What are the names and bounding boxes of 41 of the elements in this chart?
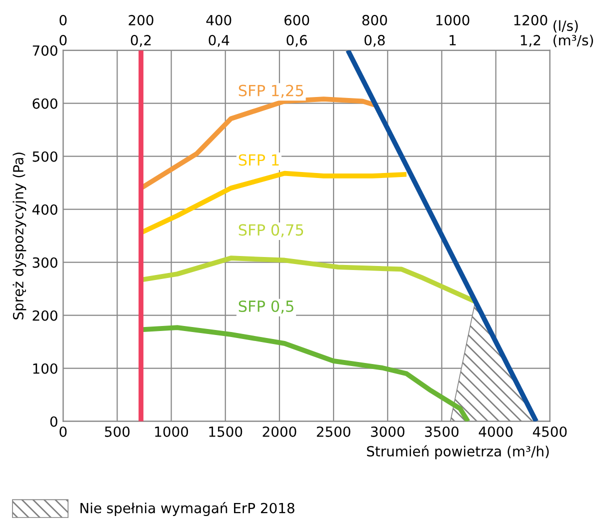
series-label: SFP 0,75 (238, 224, 304, 238)
x2-tick-label: 600 (284, 14, 310, 26)
y-tick-label: 300 (32, 257, 58, 268)
x-tick-label: 3500 (425, 426, 458, 437)
x2-tick-label: 400 (206, 14, 232, 26)
text: 0,8 (364, 34, 385, 47)
x2-tick-label: 1200 (514, 14, 548, 26)
y-tick-label: 700 (32, 45, 58, 56)
series-label: SFP 1,25 (238, 84, 304, 98)
text: 1 (450, 35, 456, 46)
y-tick-label: 100 (33, 363, 58, 374)
x-tick-label: 4000 (478, 426, 513, 437)
text: 0,4 (208, 34, 230, 47)
y-tick-label: 500 (32, 151, 58, 162)
x-tick-label: 3000 (371, 426, 404, 437)
x2-axis-title: (l/s) (554, 20, 578, 33)
y-tick-label: 400 (32, 204, 58, 215)
x-tick-label: 2500 (316, 426, 350, 437)
x2-tick-label: 200 (128, 14, 154, 26)
x2-tick-label: 1000 (436, 14, 470, 26)
series-label: SFP 0,5 (238, 300, 294, 314)
x2-tick-label: 0 (60, 14, 67, 26)
x-tick-label: 1000 (155, 426, 188, 437)
x2-tick-label: 800 (362, 14, 387, 26)
text: 1,2 (520, 34, 540, 47)
x-tick-label: 1500 (209, 426, 242, 437)
y-axis-title: Spręż dyspozycyjny (Pa) (12, 152, 26, 320)
text: (m³/s) (554, 34, 594, 48)
y-tick-label: 600 (32, 98, 58, 109)
y-tick-label: 0 (50, 416, 58, 427)
legend-label: Nie spełnia wymagań ErP 2018 (80, 502, 294, 516)
x-tick-label: 0 (60, 426, 67, 437)
x-axis-title: Strumień powietrza (m³/h) (367, 445, 549, 460)
y-tick-label: 200 (32, 310, 58, 321)
text: 0,6 (286, 34, 307, 47)
series-label: SFP 1 (238, 154, 279, 166)
x-tick-label: 4500 (532, 426, 567, 437)
text: 0 (60, 34, 67, 46)
x-tick-label: 500 (105, 426, 130, 437)
text: 0,2 (130, 34, 151, 47)
x-tick-label: 2000 (262, 426, 296, 437)
